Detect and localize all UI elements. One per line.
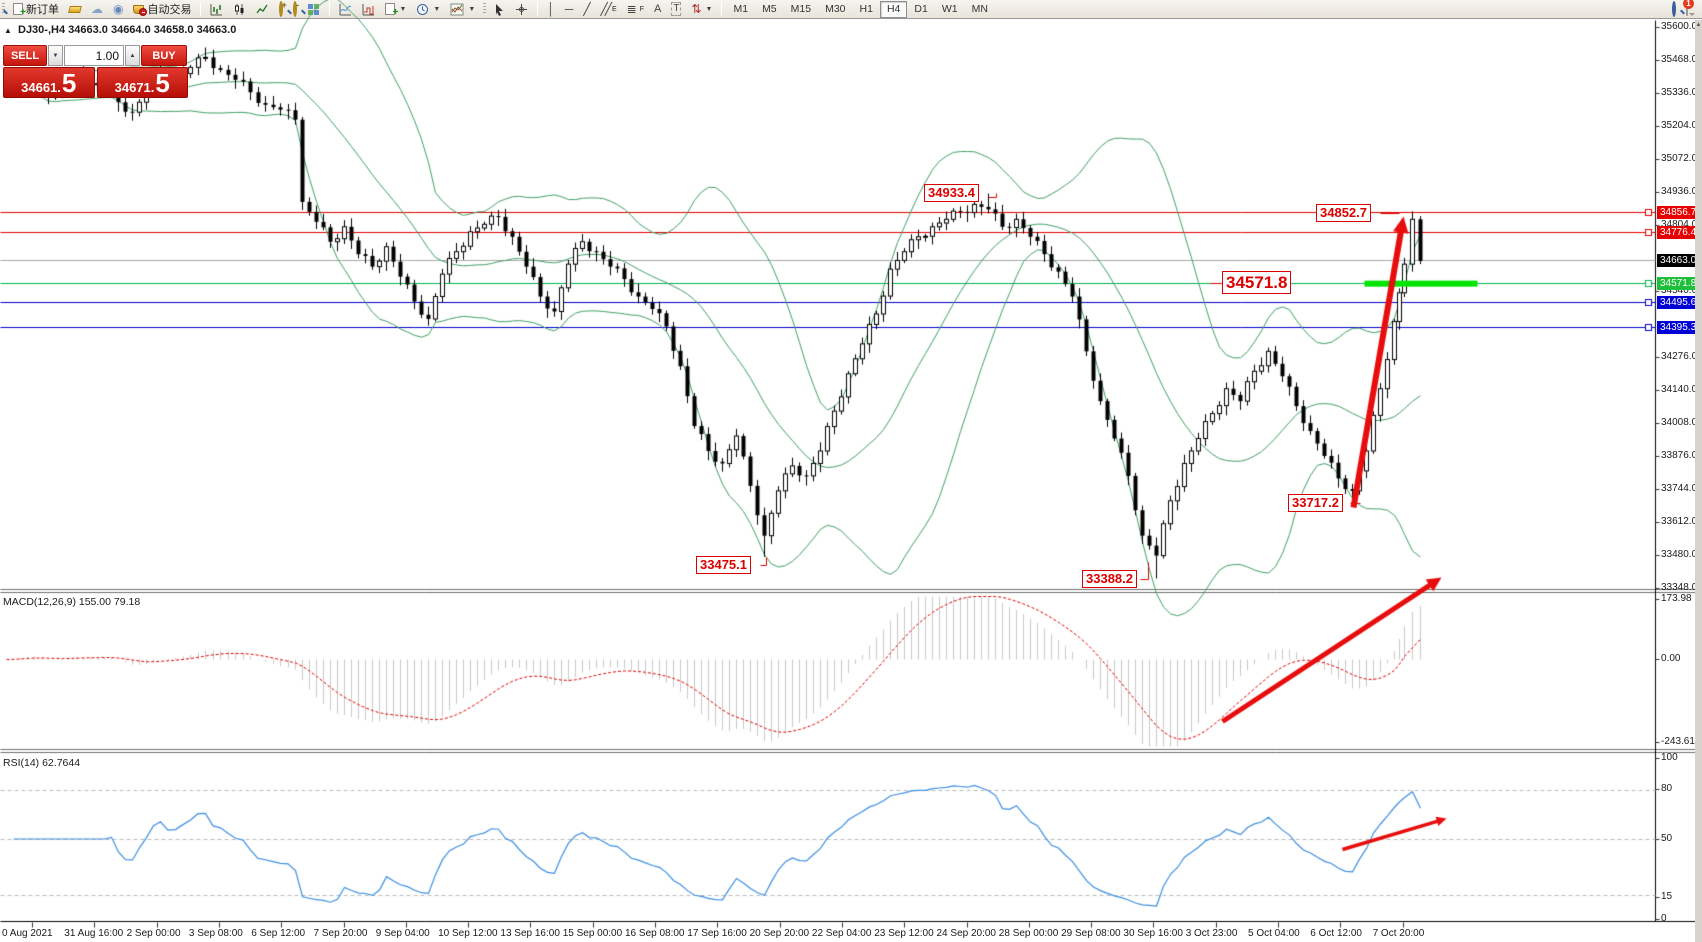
price-tick-label: 35336.0	[1661, 87, 1698, 98]
price-tick-label: 34276.0	[1661, 351, 1698, 362]
vertical-scrollbar[interactable]: ▲	[1695, 20, 1702, 942]
time-axis-label: 6 Oct 12:00	[1310, 928, 1362, 939]
sell-price-pips: 5	[61, 68, 77, 98]
price-annotation[interactable]: 34933.4	[924, 184, 979, 202]
time-axis-label: 13 Sep 16:00	[500, 928, 560, 939]
price-tick-label: 35600.0	[1661, 21, 1698, 32]
rsi-label: RSI(14) 62.7644	[3, 757, 81, 769]
price-annotation[interactable]: 33388.2	[1082, 570, 1137, 588]
buy-price-box[interactable]: 34671. 5	[96, 67, 188, 98]
sell-price-box[interactable]: 34661. 5	[3, 67, 95, 98]
price-tick-label: 35204.0	[1661, 120, 1698, 131]
price-tick-label: 34140.0	[1661, 384, 1698, 395]
volume-increase-button[interactable]: ▲	[125, 45, 140, 66]
chart-title: DJ30-,H4 34663.0 34664.0 34658.0 34663.0	[18, 24, 237, 36]
object-anchor-icon: ▲	[4, 26, 12, 35]
volume-decrease-button[interactable]: ▼	[48, 45, 63, 66]
time-axis-label: 22 Sep 04:00	[811, 928, 872, 939]
price-line-label-34395.3: 34395.3	[1657, 320, 1701, 334]
price-tick-label: 34008.0	[1661, 417, 1698, 428]
time-axis-label: 31 Aug 16:00	[64, 928, 124, 939]
price-annotation[interactable]: 33717.2	[1288, 494, 1343, 512]
buy-price-pips: 5	[155, 68, 170, 98]
time-axis-label: 7 Oct 20:00	[1372, 928, 1425, 939]
price-tick-label: 34804.0	[1661, 219, 1698, 230]
time-axis-label: 10 Sep 12:00	[438, 928, 498, 939]
rsi-axis-label: 50	[1661, 833, 1673, 844]
price-line-label-34571.8: 34571.8	[1657, 276, 1701, 290]
price-tick-label: 33612.0	[1661, 516, 1698, 527]
one-click-trading-panel: SELL ▼ ▲ BUY 34661. 5 34671. 5	[3, 45, 188, 98]
rsi-axis-label: 100	[1661, 752, 1678, 763]
price-tick-label: 35072.0	[1661, 153, 1698, 164]
time-axis-label: 15 Sep 00:00	[562, 928, 623, 939]
time-axis-label: 6 Sep 12:00	[251, 928, 306, 939]
time-axis-label: 20 Sep 20:00	[749, 928, 810, 939]
price-line-label-34856.7: 34856.7	[1657, 205, 1701, 219]
price-tick-label: 33348.0	[1661, 582, 1698, 593]
price-tick-label: 33480.0	[1661, 549, 1698, 560]
price-line-label-34663.0: 34663.0	[1657, 253, 1701, 267]
time-axis-label: 2 Sep 00:00	[126, 928, 181, 939]
time-axis-label: 17 Sep 16:00	[687, 928, 747, 939]
price-annotation[interactable]: 33475.1	[696, 556, 751, 574]
time-axis-label: 29 Sep 08:00	[1061, 928, 1121, 939]
sell-button[interactable]: SELL	[3, 45, 47, 66]
price-tick-label: 34936.0	[1661, 186, 1698, 197]
price-annotation[interactable]: 34571.8	[1222, 271, 1292, 294]
time-axis-label: 9 Sep 04:00	[375, 928, 430, 939]
rsi-axis-label: 0	[1661, 913, 1667, 924]
price-annotation[interactable]: 34852.7	[1316, 204, 1371, 222]
time-axis-label: 30 Sep 16:00	[1123, 928, 1183, 939]
rsi-axis-label: 15	[1661, 891, 1673, 902]
macd-label: MACD(12,26,9) 155.00 79.18	[3, 596, 141, 608]
buy-price: 34671.	[114, 80, 155, 95]
price-line-label-34495.6: 34495.6	[1657, 295, 1701, 309]
macd-axis-label: 0.00	[1661, 653, 1681, 664]
rsi-axis-label: 80	[1661, 783, 1673, 794]
price-tick-label: 34540.0	[1661, 285, 1698, 296]
time-axis-label: 24 Sep 20:00	[936, 928, 997, 939]
time-axis-label: 23 Sep 12:00	[874, 928, 934, 939]
scroll-up-icon: ▲	[1695, 22, 1702, 28]
time-axis-label: 16 Sep 08:00	[625, 928, 685, 939]
time-axis-label: 0 Aug 2021	[2, 928, 53, 939]
price-tick-label: 33876.0	[1661, 450, 1698, 461]
time-axis-label: 3 Oct 23:00	[1185, 928, 1238, 939]
sell-price: 34661.	[21, 80, 61, 95]
buy-button[interactable]: BUY	[141, 45, 187, 66]
macd-axis-label: -243.61	[1661, 736, 1695, 747]
volume-input[interactable]	[64, 45, 124, 66]
price-tick-label: 33744.0	[1661, 483, 1698, 494]
price-line-label-34776.4: 34776.4	[1657, 225, 1701, 239]
time-axis-label: 3 Sep 08:00	[188, 928, 243, 939]
time-axis-label: 7 Sep 20:00	[313, 928, 368, 939]
time-axis-label: 28 Sep 00:00	[998, 928, 1059, 939]
price-tick-label: 35468.0	[1661, 54, 1698, 65]
macd-axis-label: 173.98	[1661, 593, 1692, 604]
time-axis-label: 5 Oct 04:00	[1248, 928, 1300, 939]
